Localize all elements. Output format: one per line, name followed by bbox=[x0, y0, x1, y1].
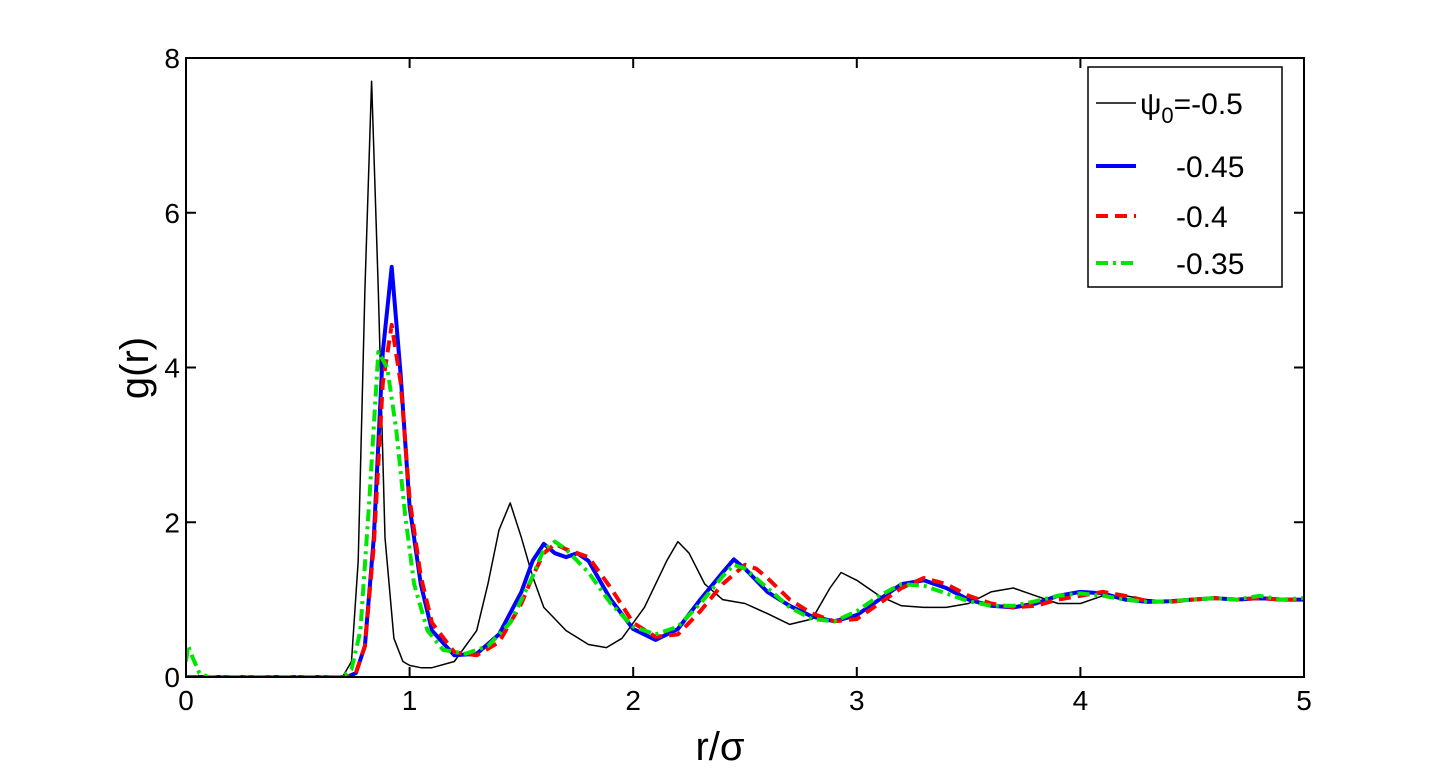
series-line-2 bbox=[186, 322, 1304, 677]
y-tick-label-1: 2 bbox=[164, 507, 180, 538]
legend-entry-2: -0.4 bbox=[1176, 201, 1228, 234]
legend-entry-1: -0.45 bbox=[1176, 151, 1244, 184]
legend-entry-3: -0.35 bbox=[1176, 248, 1244, 281]
series-line-0 bbox=[186, 80, 1304, 677]
series-layer bbox=[186, 80, 1304, 677]
x-tick-label-0: 0 bbox=[178, 685, 194, 716]
x-tick-label-4: 4 bbox=[1073, 685, 1089, 716]
x-tick-label-2: 2 bbox=[625, 685, 641, 716]
y-tick-label-3: 6 bbox=[164, 198, 180, 229]
x-axis-label: r/σ bbox=[695, 725, 744, 769]
legend-entry-0: ψ0=-0.5 bbox=[1140, 88, 1243, 128]
series-line-3 bbox=[186, 350, 1304, 677]
x-tick-label-3: 3 bbox=[849, 685, 865, 716]
ticks-layer: 0 1 2 3 4 5 0 2 4 6 8 bbox=[164, 43, 1311, 716]
y-tick-label-4: 8 bbox=[164, 43, 180, 74]
x-tick-label-1: 1 bbox=[402, 685, 418, 716]
x-tick-label-5: 5 bbox=[1296, 685, 1312, 716]
y-tick-label-2: 4 bbox=[164, 353, 180, 384]
y-tick-label-0: 0 bbox=[164, 662, 180, 693]
legend: ψ0=-0.5 -0.45 -0.4 -0.35 bbox=[1087, 66, 1283, 288]
y-axis-label: g(r) bbox=[113, 337, 157, 399]
